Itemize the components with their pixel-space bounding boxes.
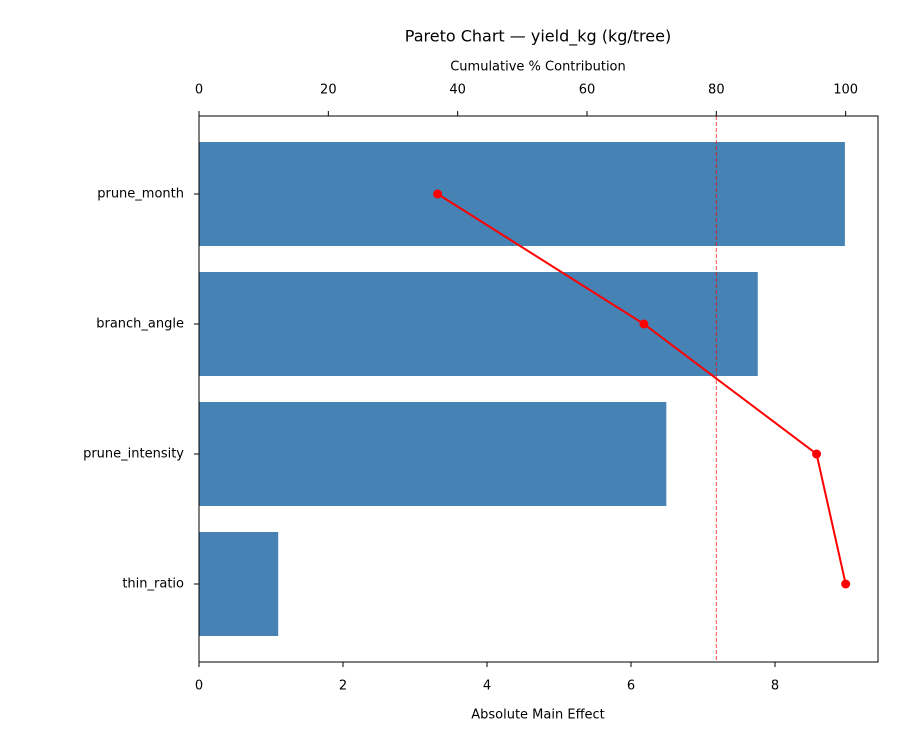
x2-tick-label: 20 xyxy=(320,83,337,98)
plot-frame xyxy=(198,115,879,663)
bar xyxy=(199,532,279,636)
cumulative-point xyxy=(841,579,851,589)
cumulative-line xyxy=(437,193,847,585)
x-tick-label: 4 xyxy=(483,679,491,694)
x2-axis-label: Cumulative % Contribution xyxy=(450,60,626,75)
x-tick-label: 2 xyxy=(339,679,347,694)
x-tick-label: 6 xyxy=(627,679,635,694)
bar xyxy=(199,402,667,506)
y-tick-label: prune_intensity xyxy=(83,447,184,462)
y-tick-label: branch_angle xyxy=(96,317,184,332)
x2-tick-label: 80 xyxy=(708,83,725,98)
x-axis-label: Absolute Main Effect xyxy=(471,708,605,723)
bar xyxy=(199,142,845,246)
chart-title: Pareto Chart — yield_kg (kg/tree) xyxy=(405,27,671,47)
x2-tick-label: 100 xyxy=(833,83,858,98)
x2-tick-label: 60 xyxy=(579,83,596,98)
y-tick-label: thin_ratio xyxy=(122,577,184,592)
x2-tick-label: 40 xyxy=(449,83,466,98)
cumulative-point xyxy=(639,319,649,329)
x-tick-label: 8 xyxy=(771,679,779,694)
cumulative-point xyxy=(812,449,822,459)
x2-tick-label: 0 xyxy=(195,83,203,98)
y-tick-label: prune_month xyxy=(97,187,184,202)
bar xyxy=(199,272,758,376)
x-tick-label: 0 xyxy=(195,679,203,694)
cumulative-point xyxy=(433,189,443,199)
